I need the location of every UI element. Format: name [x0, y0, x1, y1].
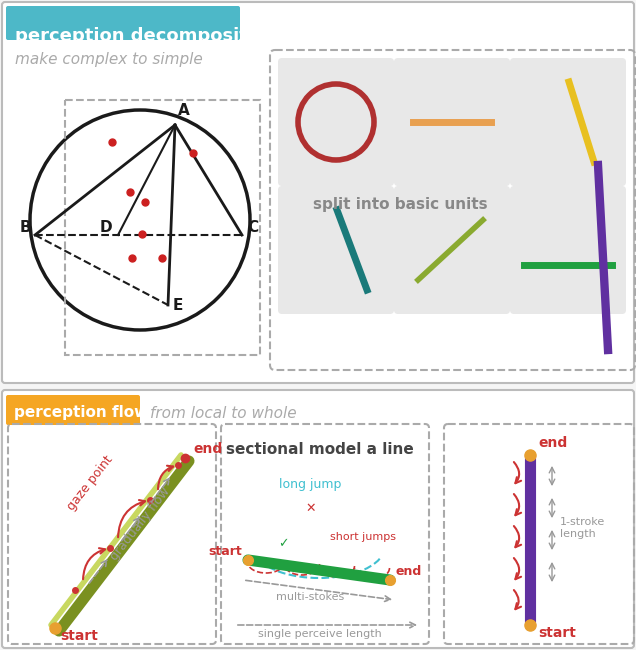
- Text: end: end: [538, 436, 567, 450]
- Text: end: end: [395, 565, 421, 578]
- FancyBboxPatch shape: [278, 186, 394, 314]
- FancyBboxPatch shape: [510, 58, 626, 186]
- FancyBboxPatch shape: [6, 395, 140, 425]
- Text: split into basic units: split into basic units: [313, 198, 487, 213]
- Circle shape: [298, 84, 374, 160]
- Circle shape: [30, 110, 250, 330]
- Bar: [65, 100, 260, 355]
- Text: B: B: [20, 220, 32, 235]
- FancyBboxPatch shape: [394, 58, 510, 186]
- Text: sectional model a line: sectional model a line: [226, 443, 414, 458]
- Text: from local to whole: from local to whole: [150, 406, 296, 421]
- Text: make complex to simple: make complex to simple: [15, 52, 203, 67]
- Text: ✓: ✓: [278, 537, 289, 550]
- FancyBboxPatch shape: [510, 186, 626, 314]
- Text: E: E: [173, 298, 183, 313]
- Text: single perceive length: single perceive length: [258, 629, 382, 639]
- FancyBboxPatch shape: [278, 58, 394, 186]
- FancyBboxPatch shape: [2, 2, 634, 383]
- Text: short jumps: short jumps: [330, 532, 396, 542]
- Text: perception decomposition: perception decomposition: [15, 27, 279, 45]
- Text: perception flow: perception flow: [14, 406, 148, 421]
- Text: D: D: [100, 220, 113, 235]
- Text: 1-stroke
length: 1-stroke length: [560, 517, 605, 539]
- Text: C: C: [247, 220, 258, 235]
- Text: long jump: long jump: [279, 478, 341, 491]
- Text: A: A: [178, 103, 190, 118]
- Text: multi-stokes: multi-stokes: [276, 592, 344, 602]
- FancyBboxPatch shape: [2, 390, 634, 648]
- Text: gaze point: gaze point: [65, 453, 115, 513]
- Text: ✕: ✕: [305, 502, 315, 515]
- Text: end: end: [193, 442, 222, 456]
- Text: gradually flow: gradually flow: [107, 485, 172, 563]
- Text: start: start: [208, 545, 242, 558]
- FancyBboxPatch shape: [6, 6, 240, 40]
- Text: start: start: [60, 629, 98, 643]
- Text: start: start: [538, 626, 576, 640]
- FancyBboxPatch shape: [394, 186, 510, 314]
